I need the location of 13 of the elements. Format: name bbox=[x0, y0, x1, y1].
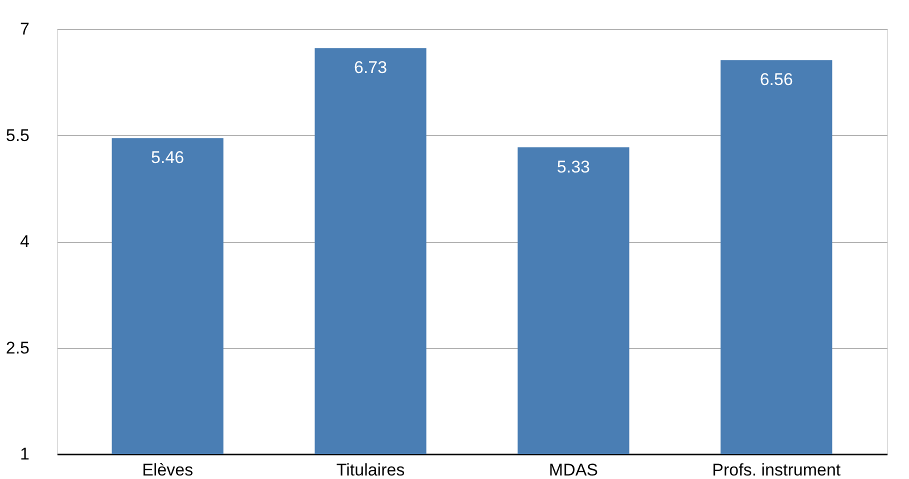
y-tick-label: 7 bbox=[20, 20, 30, 38]
data-label: 5.46 bbox=[151, 148, 184, 168]
y-tick-label: 1 bbox=[20, 444, 30, 464]
x-tick-label: Elèves bbox=[142, 460, 194, 479]
y-tick-label: 2.5 bbox=[6, 338, 30, 358]
x-tick-label: Titulaires bbox=[336, 460, 405, 479]
y-tick-label: 4 bbox=[20, 232, 30, 251]
data-label: 6.73 bbox=[354, 58, 388, 78]
data-label: 6.56 bbox=[760, 70, 793, 90]
y-tick-label: 5.5 bbox=[6, 126, 30, 145]
x-tick-label: Profs. instrument bbox=[712, 460, 841, 479]
x-tick-label: MDAS bbox=[548, 460, 598, 479]
data-label: 5.33 bbox=[556, 157, 590, 176]
